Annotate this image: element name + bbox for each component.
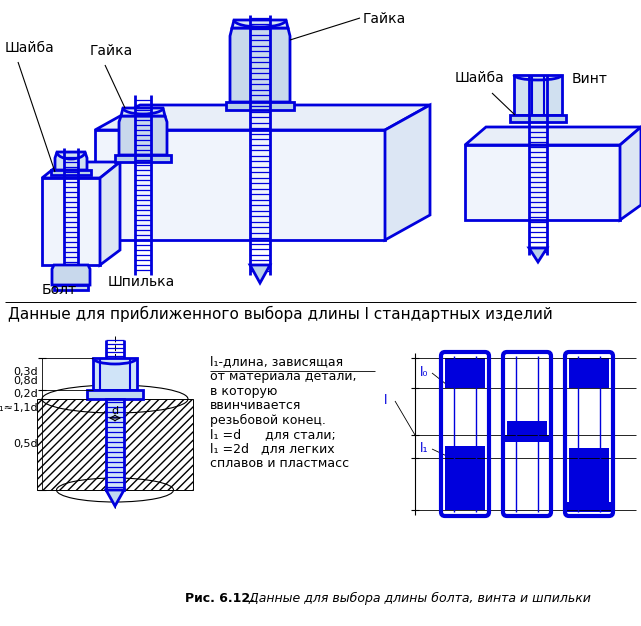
Text: Винт: Винт [572, 72, 608, 86]
Text: d: d [112, 406, 119, 416]
Polygon shape [93, 358, 137, 390]
Text: d₁≈1,1d: d₁≈1,1d [0, 403, 38, 413]
Polygon shape [465, 127, 641, 145]
Text: l₁-длина, зависящая: l₁-длина, зависящая [210, 355, 343, 368]
Polygon shape [564, 502, 614, 512]
Text: l₁ =d      для стали;: l₁ =d для стали; [210, 428, 336, 441]
Text: от материала детали,: от материала детали, [210, 370, 356, 383]
Polygon shape [87, 390, 143, 399]
Text: l₁ =2d   для легких: l₁ =2d для легких [210, 443, 335, 456]
Polygon shape [465, 145, 620, 220]
Text: Гайка: Гайка [363, 12, 406, 26]
Text: Шайба: Шайба [455, 71, 504, 85]
Text: 0,2d: 0,2d [13, 389, 38, 399]
Polygon shape [115, 155, 171, 162]
Text: Гайка: Гайка [90, 44, 133, 58]
Polygon shape [100, 162, 120, 265]
Text: l₁: l₁ [420, 443, 428, 456]
Polygon shape [569, 358, 609, 388]
Text: 0,3d: 0,3d [13, 367, 38, 377]
Text: 0,5d: 0,5d [13, 439, 38, 449]
Polygon shape [230, 28, 290, 102]
Text: Шайба: Шайба [5, 41, 54, 55]
Polygon shape [445, 358, 485, 388]
Polygon shape [42, 178, 100, 265]
Text: Болт: Болт [42, 283, 77, 297]
Polygon shape [95, 130, 385, 240]
Text: l: l [383, 394, 387, 408]
Polygon shape [232, 20, 288, 28]
Polygon shape [121, 108, 165, 116]
Polygon shape [119, 116, 167, 155]
Polygon shape [503, 435, 551, 442]
Polygon shape [226, 102, 294, 110]
Polygon shape [385, 105, 430, 240]
Polygon shape [51, 170, 91, 175]
Text: 0,8d: 0,8d [13, 376, 38, 386]
Polygon shape [510, 115, 566, 122]
Polygon shape [250, 265, 270, 283]
Text: в которую: в которую [210, 384, 278, 398]
Polygon shape [42, 162, 120, 178]
Polygon shape [52, 265, 90, 285]
Polygon shape [54, 285, 88, 290]
Polygon shape [569, 448, 609, 512]
Polygon shape [445, 446, 485, 510]
Text: l₀: l₀ [420, 366, 428, 379]
Text: Рис. 6.12.: Рис. 6.12. [185, 592, 255, 605]
Polygon shape [507, 421, 547, 435]
Bar [124, 399, 193, 490]
Text: Шпилька: Шпилька [108, 275, 175, 289]
Polygon shape [106, 490, 124, 506]
Polygon shape [55, 152, 87, 170]
Text: Данные для выбора длины болта, винта и шпильки: Данные для выбора длины болта, винта и ш… [245, 592, 591, 605]
Text: ввинчивается: ввинчивается [210, 399, 301, 412]
Polygon shape [106, 399, 124, 490]
Text: сплавов и пластмасс: сплавов и пластмасс [210, 457, 349, 470]
Text: Данные для приближенного выбора длины l стандартных изделий: Данные для приближенного выбора длины l … [8, 306, 553, 322]
Text: резьбовой конец.: резьбовой конец. [210, 414, 326, 426]
Polygon shape [620, 127, 641, 220]
Polygon shape [95, 105, 430, 130]
Polygon shape [514, 75, 562, 115]
Polygon shape [529, 248, 547, 262]
Bar [37, 399, 106, 490]
